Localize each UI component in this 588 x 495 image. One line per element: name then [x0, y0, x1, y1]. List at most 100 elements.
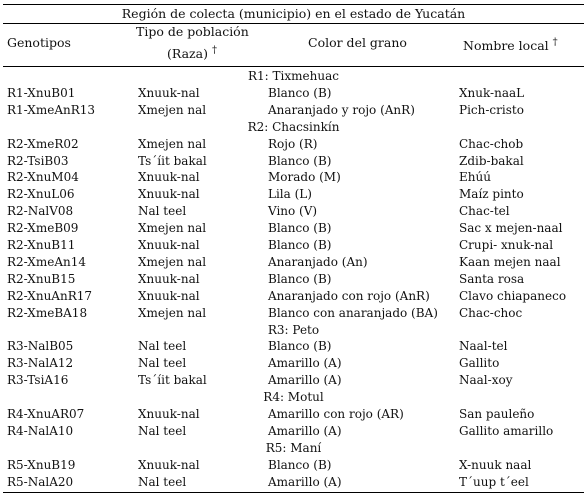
region-row: R3: Peto: [267, 322, 320, 337]
table-top-rule: [3, 4, 584, 5]
cell-color: Morado (M): [268, 170, 341, 185]
cell-genotipo: R2-XnuB11: [7, 238, 76, 252]
cell-nombre: Maíz pinto: [459, 187, 524, 202]
cell-nombre: San pauleño: [459, 407, 535, 421]
table-row: R2-XmeBA18 Xmejen nal Blanco con anaranjad…: [3, 305, 584, 322]
cell-genotipo: R3-NalA12: [7, 356, 74, 371]
cell-genotipo: R2-XmeB09: [7, 221, 79, 236]
cell-genotipo: R4-NalA10: [7, 423, 74, 438]
header-color: Color del grano: [308, 35, 407, 50]
cell-color: Anaranjado con rojo (AnR): [268, 288, 430, 303]
cell-genotipo: R2-NalV08: [7, 204, 74, 219]
cell-nombre: Pich-cristo: [459, 102, 524, 117]
cell-tipo: Nal teel: [138, 423, 187, 438]
cell-genotipo: R2-XnuAnR17: [7, 288, 92, 303]
header-rule: [3, 66, 584, 67]
cell-tipo: Xnuuk-nal: [138, 457, 200, 472]
table-row: R2-XnuB15 Xnuuk-nal Blanco (B) Santa rosa: [3, 271, 584, 288]
cell-nombre: Naal-tel: [459, 339, 508, 354]
table-row: R2-XmeR02 Xmejen nal Rojo (R) Chac-chob: [3, 136, 584, 153]
cell-color: Blanco (B): [268, 339, 332, 354]
cell-color: Rojo (R): [268, 136, 318, 151]
cell-tipo: Nal teel: [138, 356, 187, 371]
cell-genotipo: R5-XnuB19: [7, 457, 76, 472]
cell-color: Blanco (B): [268, 221, 332, 236]
cell-tipo: Xnuuk-nal: [138, 170, 200, 185]
header-nombre-dagger: †: [552, 37, 558, 48]
table-row: R4-NalA10 Nal teel Amarillo (A) Gallito ama…: [3, 423, 584, 440]
cell-color: Blanco (B): [268, 238, 332, 252]
cell-color: Anaranjado y rojo (AnR): [268, 102, 415, 117]
cell-nombre: T´uup t´eel: [459, 474, 529, 489]
cell-color: Blanco con anaranjado (BA): [268, 305, 438, 320]
table-row: R2-TsiB03 Ts´íit bakal Blanco (B) Zdib-baka…: [3, 153, 584, 170]
cell-color: Amarillo (A): [268, 474, 342, 489]
cell-genotipo: R2-XnuB15: [7, 271, 76, 286]
header-tipo-line1: Tipo de población: [136, 24, 249, 39]
cell-nombre: Clavo chiapaneco: [459, 288, 567, 303]
header-tipo-dagger: †: [211, 45, 217, 56]
cell-nombre: Zdib-bakal: [459, 153, 524, 168]
header-tipo-raza: (Raza) †: [167, 42, 217, 62]
cell-color: Blanco (B): [268, 153, 332, 168]
cell-nombre: Naal-xoy: [459, 373, 513, 388]
table-row: R5-XnuB19 Xnuuk-nal Blanco (B) X-nuuk naal: [3, 457, 584, 474]
cell-nombre: Chac-choc: [459, 305, 523, 320]
table-row: R1-XmeAnR13 Xmejen nal Anaranjado y rojo (…: [3, 102, 584, 119]
table-row: R2-NalV08 Nal teel Vino (V) Chac-tel: [3, 203, 584, 220]
table-row: R3-TsiA16 Ts´íit bakal Amarillo (A) Naal-xo…: [3, 372, 584, 389]
region-row: R2: Chacsinkín: [247, 119, 340, 134]
table-row: R1-XnuB01 Xnuuk-nal Blanco (B) Xnuk-naaL: [3, 85, 584, 102]
cell-color: Amarillo (A): [268, 373, 342, 388]
cell-color: Anaranjado (An): [268, 254, 368, 269]
cell-nombre: Crupi- xnuk-nal: [459, 238, 554, 252]
cell-nombre: Chac-chob: [459, 136, 524, 151]
cell-tipo: Nal teel: [138, 474, 187, 489]
table-title: Región de colecta (municipio) en el esta…: [121, 6, 466, 21]
cell-tipo: Xmejen nal: [138, 102, 207, 117]
cell-color: Amarillo (A): [268, 423, 342, 438]
cell-genotipo: R3-TsiA16: [7, 373, 69, 388]
cell-tipo: Xnuuk-nal: [138, 187, 200, 202]
cell-genotipo: R1-XmeAnR13: [7, 102, 96, 117]
table-row: R2-XmeB09 Xmejen nal Blanco (B) Sac x mejen…: [3, 220, 584, 237]
title-rule: [3, 23, 584, 24]
table-row: R2-XnuAnR17 Xnuuk-nal Anaranjado con rojo …: [3, 288, 584, 305]
cell-tipo: Ts´íit bakal: [138, 153, 207, 168]
header-nombre: Nombre local †: [463, 34, 558, 54]
cell-genotipo: R2-XmeR02: [7, 136, 79, 151]
cell-nombre: Gallito: [459, 356, 500, 371]
cell-color: Vino (V): [268, 204, 318, 219]
cell-nombre: Xnuk-naaL: [459, 85, 525, 100]
cell-genotipo: R2-XnuM04: [7, 170, 79, 185]
cell-tipo: Xmejen nal: [138, 254, 207, 269]
cell-tipo: Xnuuk-nal: [138, 85, 200, 100]
cell-genotipo: R2-TsiB03: [7, 153, 69, 168]
region-row: R5: Maní: [265, 440, 322, 455]
cell-genotipo: R1-XnuB01: [7, 85, 76, 100]
table-row: R5-NalA20 Nal teel Amarillo (A) T´uup t´eel: [3, 474, 584, 491]
cell-genotipo: R2-XnuL06: [7, 187, 75, 202]
table-row: R2-XmeAn14 Xmejen nal Anaranjado (An) Kaan …: [3, 254, 584, 271]
cell-tipo: Xnuuk-nal: [138, 288, 200, 303]
cell-nombre: Ehúú: [459, 170, 491, 185]
cell-color: Blanco (B): [268, 271, 332, 286]
cell-nombre: Kaan mejen naal: [459, 254, 561, 269]
table-row: R2-XnuL06 Xnuuk-nal Lila (L) Maíz pinto: [3, 186, 584, 203]
cell-color: Blanco (B): [268, 85, 332, 100]
cell-nombre: Sac x mejen-naal: [459, 221, 563, 236]
cell-color: Amarillo (A): [268, 356, 342, 371]
cell-tipo: Xmejen nal: [138, 136, 207, 151]
cell-tipo: Xnuuk-nal: [138, 238, 200, 252]
cell-color: Blanco (B): [268, 457, 332, 472]
cell-genotipo: R2-XmeAn14: [7, 254, 86, 269]
cell-genotipo: R2-XmeBA18: [7, 305, 88, 320]
cell-tipo: Nal teel: [138, 204, 187, 219]
cell-nombre: Santa rosa: [459, 271, 525, 286]
cell-tipo: Xmejen nal: [138, 221, 207, 236]
cell-genotipo: R4-XnuAR07: [7, 407, 85, 421]
cell-tipo: Xnuuk-nal: [138, 407, 200, 421]
header-genotipos: Genotipos: [7, 35, 71, 50]
cell-genotipo: R3-NalB05: [7, 339, 74, 354]
table-row: R3-NalB05 Nal teel Blanco (B) Naal-tel: [3, 338, 584, 355]
